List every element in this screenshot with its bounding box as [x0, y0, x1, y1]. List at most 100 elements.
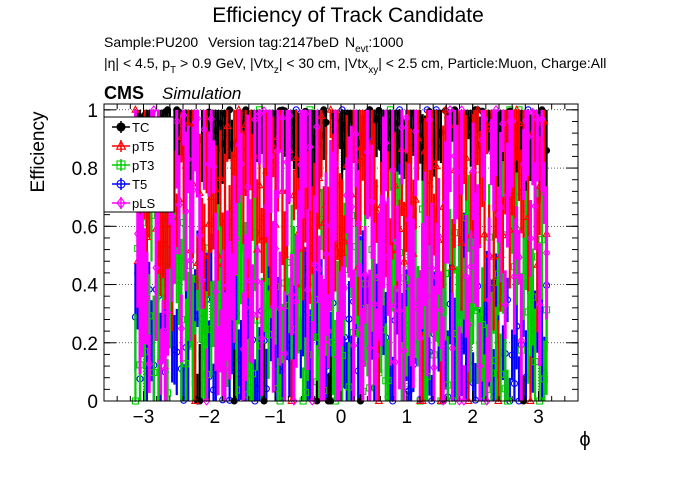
- cuts-eta: |η| < 4.5, p: [104, 55, 170, 71]
- point-pls-61: [271, 243, 280, 254]
- point-pls-19: [175, 200, 183, 210]
- point-pls-9: [152, 262, 160, 273]
- point-pls-70: [292, 296, 300, 307]
- point-pls-177: [538, 114, 546, 124]
- x-tick-label-3: 0: [336, 407, 347, 428]
- cuts-vxy-rest: | < 2.5 cm, Particle:Muon, Charge:All: [378, 55, 606, 71]
- point-pls-56: [260, 106, 268, 116]
- point-pls-49: [244, 181, 252, 192]
- point-pls-127: [423, 291, 431, 301]
- point-pls-46: [237, 159, 245, 169]
- point-pls-74: [301, 108, 310, 119]
- x-tick-label-2: −1: [264, 407, 286, 428]
- point-pls-173: [529, 107, 537, 118]
- point-pls-145: [464, 319, 473, 330]
- point-pls-104: [370, 299, 378, 309]
- point-pt5-131: [432, 161, 441, 170]
- point-pls-153: [483, 396, 491, 406]
- legend-label-pt3: pT3: [132, 158, 154, 173]
- chart-title: Efficiency of Track Candidate: [212, 4, 484, 27]
- point-pls-23: [184, 154, 192, 165]
- nevt-prefix: N: [345, 34, 355, 50]
- point-pls-17: [170, 246, 179, 257]
- point-pls-105: [372, 350, 381, 361]
- point-pls-118: [402, 113, 411, 123]
- point-pt5-54: [255, 180, 264, 189]
- point-pls-22: [182, 206, 190, 217]
- legend-marker-pt5: [115, 140, 127, 150]
- point-pls-117: [400, 345, 408, 356]
- point-pls-129: [428, 263, 436, 273]
- point-pls-121: [409, 298, 418, 309]
- legend-entry-t5: T5: [112, 177, 147, 192]
- point-pls-44: [232, 234, 241, 244]
- point-pt3-110: [384, 377, 392, 385]
- point-pls-63: [276, 303, 284, 314]
- point-pls-160: [499, 118, 507, 129]
- point-pls-171: [524, 132, 532, 142]
- point-pls-51: [248, 309, 257, 319]
- point-pls-76: [306, 142, 314, 152]
- point-pls-113: [391, 357, 399, 367]
- point-pls-55: [258, 333, 266, 343]
- x-tick-label-1: −2: [198, 407, 220, 428]
- point-pls-80: [315, 264, 323, 275]
- point-pls-96: [352, 129, 360, 140]
- cms-label: CMS: [104, 83, 144, 103]
- data-marks-layer: [131, 105, 551, 406]
- point-pls-24: [186, 255, 195, 266]
- point-pls-64: [278, 113, 287, 123]
- point-pls-111: [386, 300, 395, 311]
- point-pt3-149: [474, 306, 482, 314]
- point-t5-93: [345, 315, 353, 323]
- point-pls-147: [469, 166, 477, 177]
- point-pls-31: [202, 396, 211, 406]
- point-pls-102: [366, 343, 374, 354]
- cuts-vz-rest: | < 30 cm, |Vtx: [279, 55, 368, 71]
- point-pt3-22: [182, 360, 190, 368]
- point-pls-84: [324, 326, 333, 336]
- point-pls-161: [501, 299, 509, 310]
- point-pls-21: [179, 110, 188, 121]
- point-pls-11: [157, 357, 165, 367]
- point-pt5-149: [473, 105, 482, 113]
- legend-label-pt5: pT5: [132, 139, 154, 154]
- point-pls-99: [359, 358, 367, 369]
- point-pls-140: [453, 167, 461, 177]
- x-tick-label-4: 1: [402, 407, 413, 428]
- point-pls-6: [145, 359, 153, 369]
- point-pt3-174: [531, 358, 539, 366]
- legend-entry-pt5: pT5: [112, 139, 154, 154]
- point-pt5-156: [489, 252, 498, 260]
- point-pt5-85: [326, 105, 335, 113]
- point-pt3-8: [150, 368, 158, 376]
- point-pls-30: [200, 124, 209, 135]
- point-pls-133: [437, 305, 445, 315]
- point-pls-39: [221, 364, 229, 375]
- y-tick-label-1: 0.2: [72, 334, 98, 355]
- point-pls-13: [161, 364, 169, 374]
- point-pls-79: [313, 121, 321, 132]
- point-pls-138: [448, 343, 457, 354]
- point-pls-82: [320, 337, 328, 347]
- point-pls-146: [467, 261, 475, 272]
- point-pt5-70: [291, 153, 301, 162]
- point-pt3-58: [265, 331, 273, 339]
- point-pls-35: [212, 286, 220, 297]
- point-pls-20: [177, 323, 186, 334]
- legend-label-tc: TC: [132, 120, 149, 135]
- point-pls-78: [310, 259, 319, 270]
- point-pls-115: [395, 305, 404, 316]
- point-pt3-136: [444, 381, 452, 389]
- legend-entry-pls: pLS: [112, 196, 155, 211]
- point-pls-112: [388, 165, 397, 175]
- point-pt5-167: [514, 118, 524, 127]
- point-pls-144: [462, 271, 470, 282]
- point-pls-165: [510, 271, 519, 282]
- point-pls-68: [287, 289, 296, 300]
- point-pls-14: [163, 307, 172, 318]
- point-pls-54: [255, 109, 264, 119]
- point-pls-103: [368, 196, 376, 207]
- point-pls-130: [430, 362, 438, 373]
- point-pls-69: [290, 396, 298, 406]
